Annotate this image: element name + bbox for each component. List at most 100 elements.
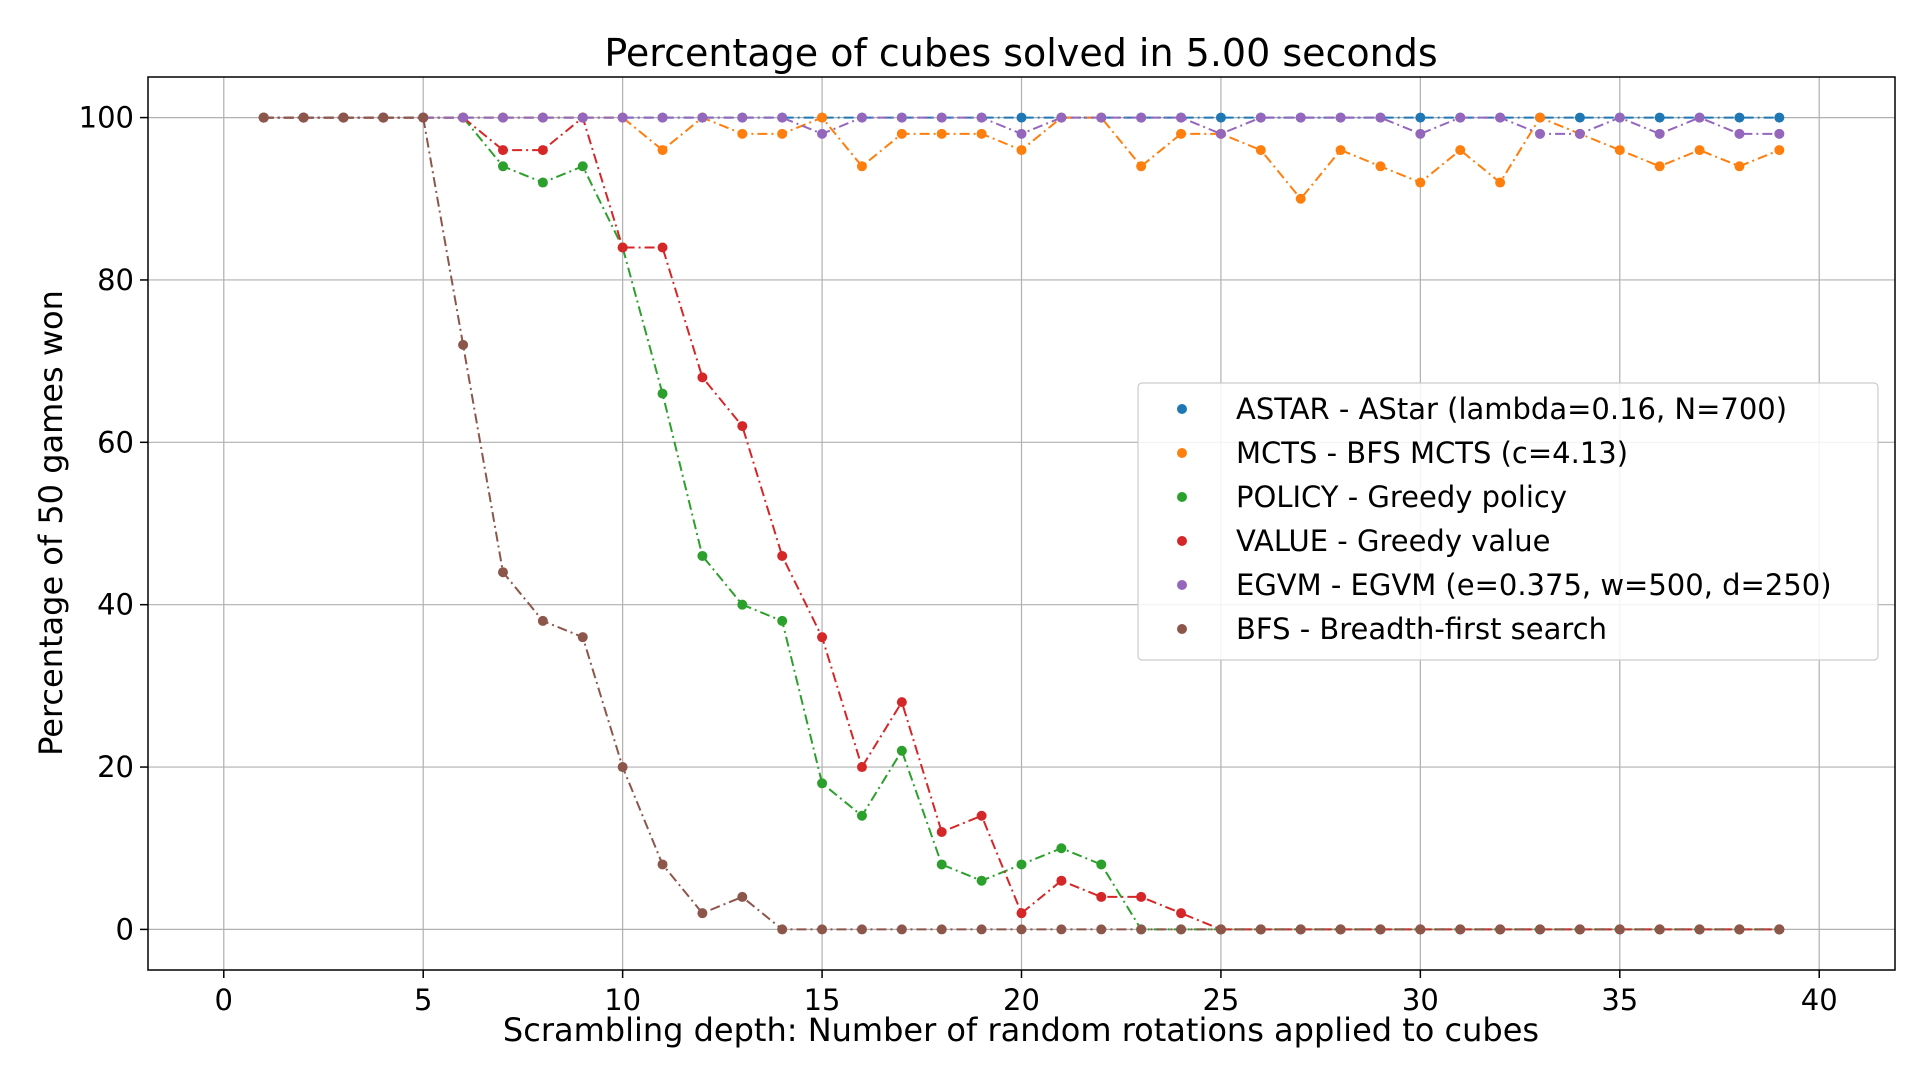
- data-point-mcts: [1614, 145, 1625, 156]
- data-point-mcts: [1654, 161, 1665, 172]
- legend-label-mcts: MCTS - BFS MCTS (c=4.13): [1236, 436, 1628, 470]
- data-point-bfs: [338, 112, 349, 123]
- data-point-bfs: [1056, 924, 1067, 935]
- y-tick-label: 40: [97, 588, 134, 622]
- data-point-value: [777, 550, 788, 561]
- series-bfs: [258, 112, 1785, 935]
- data-point-bfs: [1375, 924, 1386, 935]
- legend-marker-policy: [1177, 492, 1187, 502]
- data-point-astar: [1654, 112, 1665, 123]
- legend-label-egvm: EGVM - EGVM (e=0.375, w=500, d=250): [1236, 568, 1832, 602]
- y-tick-label: 80: [97, 263, 134, 297]
- data-point-bfs: [817, 924, 828, 935]
- data-point-bfs: [537, 615, 548, 626]
- data-point-mcts: [1495, 177, 1506, 188]
- x-tick-label: 0: [215, 983, 233, 1017]
- data-point-bfs: [1176, 924, 1187, 935]
- data-point-egvm: [1335, 112, 1346, 123]
- legend-box: [1137, 382, 1879, 661]
- data-point-bfs: [1415, 924, 1426, 935]
- data-point-bfs: [1016, 924, 1027, 935]
- data-point-value: [1056, 875, 1067, 886]
- data-point-bfs: [1136, 924, 1147, 935]
- data-point-egvm: [1176, 112, 1187, 123]
- data-point-egvm: [1056, 112, 1067, 123]
- series-line-value: [263, 115, 1780, 931]
- data-point-bfs: [577, 632, 588, 643]
- data-point-astar: [1734, 112, 1745, 123]
- data-point-value: [537, 145, 548, 156]
- x-tick-label: 10: [604, 983, 641, 1017]
- data-point-egvm: [1255, 112, 1266, 123]
- data-point-mcts: [1734, 161, 1745, 172]
- data-point-egvm: [1774, 128, 1785, 139]
- data-point-bfs: [1495, 924, 1506, 935]
- data-point-policy: [1056, 843, 1067, 854]
- x-tick-label: 40: [1801, 983, 1838, 1017]
- legend-label-astar: ASTAR - AStar (lambda=0.16, N=700): [1236, 392, 1787, 426]
- data-point-egvm: [657, 112, 668, 123]
- data-point-value: [657, 242, 668, 253]
- data-point-egvm: [1215, 128, 1226, 139]
- data-point-egvm: [1654, 128, 1665, 139]
- data-point-egvm: [1614, 112, 1625, 123]
- legend-marker-value: [1177, 536, 1187, 546]
- data-point-bfs: [1774, 924, 1785, 935]
- data-point-egvm: [697, 112, 708, 123]
- legend-marker-bfs: [1177, 624, 1187, 634]
- data-point-policy: [1096, 859, 1107, 870]
- data-point-value: [896, 697, 907, 708]
- data-point-bfs: [1614, 924, 1625, 935]
- data-point-egvm: [777, 112, 788, 123]
- y-tick-label: 0: [116, 912, 134, 946]
- data-point-value: [1136, 891, 1147, 902]
- data-point-policy: [1016, 859, 1027, 870]
- data-point-egvm: [497, 112, 508, 123]
- data-point-egvm: [1016, 128, 1027, 139]
- data-point-egvm: [1495, 112, 1506, 123]
- chart-title: Percentage of cubes solved in 5.00 secon…: [604, 31, 1437, 75]
- data-point-bfs: [777, 924, 788, 935]
- x-tick-label: 20: [1003, 983, 1040, 1017]
- data-point-policy: [657, 388, 668, 399]
- data-point-astar: [1415, 112, 1426, 123]
- x-tick-label: 25: [1202, 983, 1239, 1017]
- data-point-astar: [1774, 112, 1785, 123]
- data-point-bfs: [617, 762, 628, 773]
- data-point-bfs: [1654, 924, 1665, 935]
- legend-marker-egvm: [1177, 580, 1187, 590]
- data-point-bfs: [458, 339, 469, 350]
- series-layer: [258, 112, 1785, 935]
- data-point-mcts: [1016, 145, 1027, 156]
- data-point-bfs: [697, 908, 708, 919]
- data-point-bfs: [258, 112, 269, 123]
- data-point-egvm: [737, 112, 748, 123]
- data-point-mcts: [737, 128, 748, 139]
- y-tick-label: 100: [79, 101, 134, 135]
- data-point-bfs: [1574, 924, 1585, 935]
- x-tick-label: 30: [1402, 983, 1439, 1017]
- y-axis-label: Percentage of 50 games won: [32, 290, 70, 756]
- data-point-bfs: [1694, 924, 1705, 935]
- data-point-mcts: [1694, 145, 1705, 156]
- data-point-bfs: [1535, 924, 1546, 935]
- data-point-bfs: [856, 924, 867, 935]
- data-point-value: [1096, 891, 1107, 902]
- legend-label-bfs: BFS - Breadth-first search: [1236, 612, 1607, 646]
- data-point-policy: [896, 745, 907, 756]
- x-tick-label: 35: [1601, 983, 1638, 1017]
- data-point-mcts: [777, 128, 788, 139]
- data-point-bfs: [418, 112, 429, 123]
- data-point-mcts: [1375, 161, 1386, 172]
- legend-label-policy: POLICY - Greedy policy: [1236, 480, 1567, 514]
- data-point-policy: [936, 859, 947, 870]
- data-point-egvm: [617, 112, 628, 123]
- data-point-egvm: [537, 112, 548, 123]
- data-point-mcts: [856, 161, 867, 172]
- data-point-bfs: [1215, 924, 1226, 935]
- data-point-policy: [497, 161, 508, 172]
- data-point-policy: [976, 875, 987, 886]
- data-point-value: [976, 810, 987, 821]
- x-tick-label: 15: [804, 983, 841, 1017]
